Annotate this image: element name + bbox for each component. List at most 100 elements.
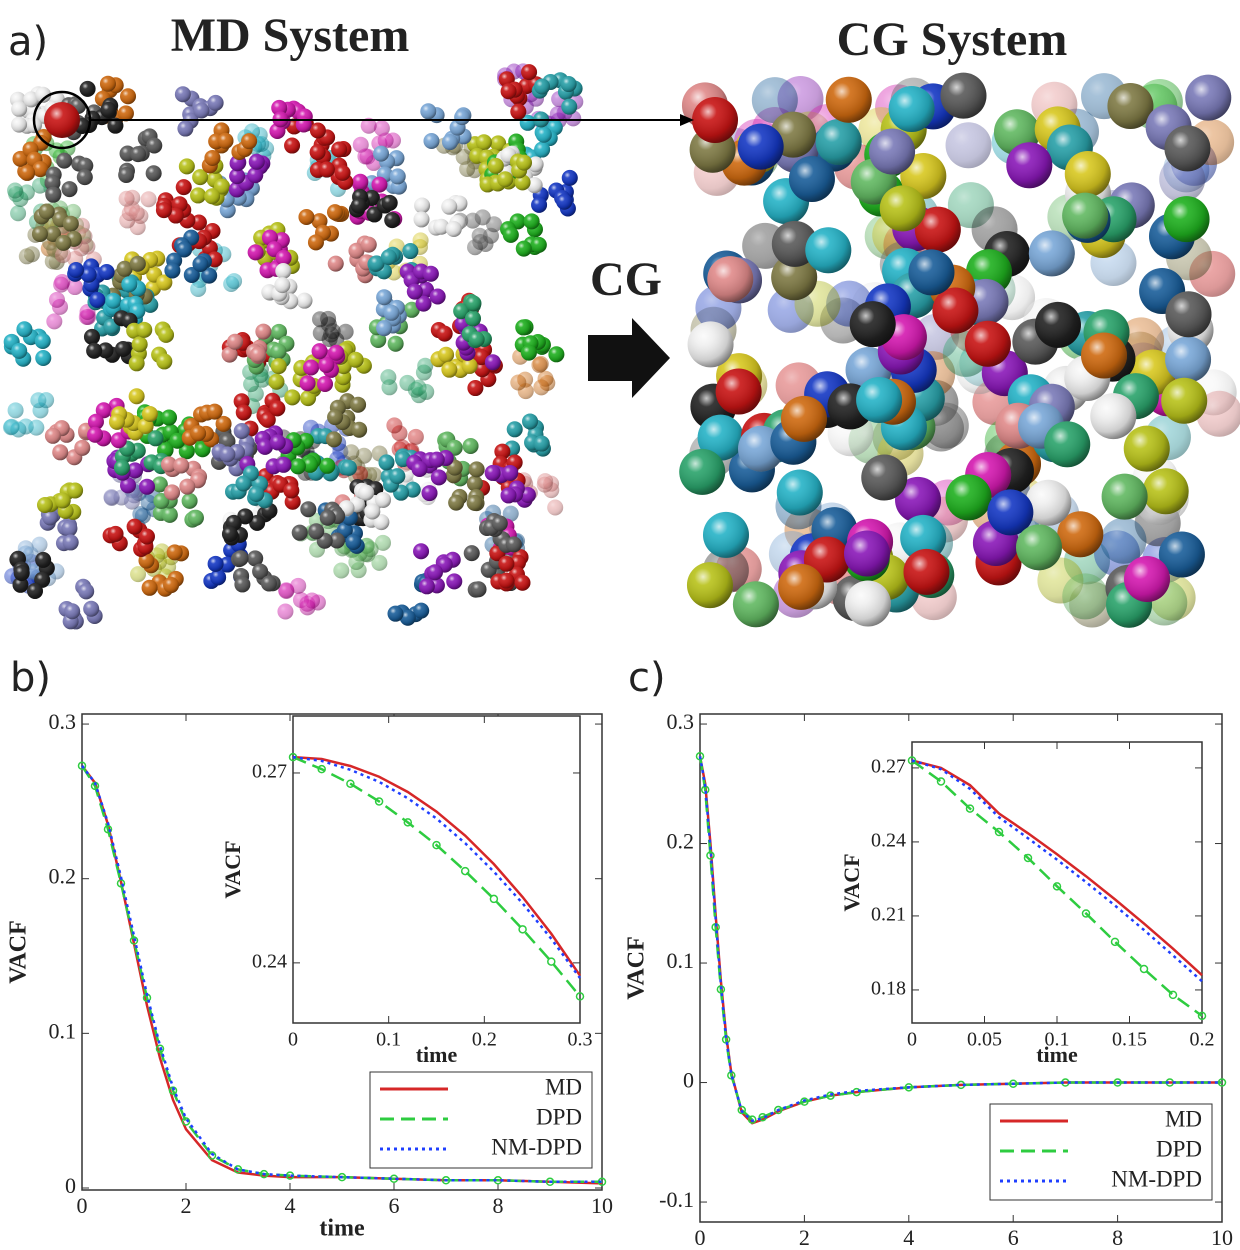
sphere-shade	[208, 95, 224, 111]
x-tick-label: 10	[591, 1193, 613, 1218]
sphere-shade	[328, 256, 344, 272]
sphere-shade	[276, 457, 292, 473]
sphere-shade	[121, 276, 137, 292]
sphere-shade	[510, 104, 526, 120]
sphere-shade	[442, 134, 458, 150]
sphere-shade	[422, 485, 438, 501]
x-tick-label: 0.2	[1190, 1029, 1215, 1051]
sphere-shade	[850, 301, 896, 347]
sphere-shade	[1124, 426, 1170, 472]
sphere-shade	[292, 525, 308, 541]
sphere-shade	[521, 64, 537, 80]
sphere-shade	[234, 576, 250, 592]
sphere-shade	[1185, 75, 1231, 121]
x-tick-label: 0	[695, 1225, 706, 1250]
sphere-shade	[158, 327, 174, 343]
sphere-shade	[506, 536, 522, 552]
sphere-shade	[234, 423, 250, 439]
y-tick-label: 0.18	[871, 978, 906, 1000]
sphere-shade	[227, 334, 243, 350]
sphere-shade	[222, 526, 238, 542]
sphere-shade	[300, 375, 316, 391]
sphere-shade	[341, 460, 357, 476]
y-tick-label: 0.1	[667, 948, 695, 973]
sphere-shade	[376, 320, 392, 336]
sphere-shade	[303, 360, 319, 376]
sphere-shade	[420, 103, 436, 119]
sphere-shade	[10, 205, 26, 221]
sphere-shade	[446, 573, 462, 589]
sphere-shade	[507, 421, 523, 437]
sphere-shade	[120, 88, 136, 104]
cg-title: CG System	[837, 13, 1068, 66]
sphere-shade	[534, 436, 550, 452]
y-tick-label: 0.27	[871, 755, 906, 777]
sphere-shade	[208, 556, 224, 572]
sphere-shade	[501, 487, 517, 503]
sphere-shade	[903, 549, 949, 595]
sphere-shade	[908, 249, 954, 295]
x-tick-label: 0.15	[1112, 1029, 1147, 1051]
legend-label: MD	[545, 1074, 582, 1099]
sphere-shade	[465, 311, 481, 327]
sphere-shade	[108, 526, 124, 542]
sphere-shade	[318, 357, 334, 373]
sphere-shade	[100, 76, 116, 92]
sphere-shade	[45, 187, 61, 203]
sphere-shade	[192, 256, 208, 272]
sphere-shade	[338, 324, 354, 340]
panel-label: a)	[8, 19, 48, 65]
sphere-shade	[413, 543, 429, 559]
sphere-shade	[343, 444, 359, 460]
sphere-shade	[486, 216, 502, 232]
sphere-shade	[146, 138, 162, 154]
sphere-shade	[37, 497, 53, 513]
sphere-shade	[162, 507, 178, 523]
sphere-shade	[132, 336, 148, 352]
sphere-shade	[118, 167, 134, 183]
sphere-shade	[129, 205, 145, 221]
sphere-shade	[146, 165, 162, 181]
x-tick-label: 6	[389, 1193, 400, 1218]
sphere-shade	[327, 204, 343, 220]
sphere-shade	[515, 319, 531, 335]
x-tick-label: 0.2	[472, 1029, 497, 1051]
sphere-shade	[503, 227, 519, 243]
y-axis-label: VACF	[6, 920, 32, 984]
x-tick-label: 6	[1008, 1225, 1019, 1250]
sphere-shade	[270, 434, 286, 450]
sphere-shade	[427, 564, 443, 580]
sphere-shade	[167, 544, 183, 560]
sphere-shade	[688, 321, 734, 367]
sphere-shade	[35, 350, 51, 366]
y-tick-label: 0.24	[871, 830, 906, 852]
x-tick-label: 8	[493, 1193, 504, 1218]
sphere-shade	[407, 284, 423, 300]
x-tick-label: 0.1	[376, 1029, 401, 1051]
sphere-shade	[236, 404, 252, 420]
sphere-shade	[277, 604, 293, 620]
sphere-shade	[1029, 230, 1075, 276]
figure: a) MD System CG System CG 024681000.10.2…	[0, 0, 1240, 1250]
sphere-shade	[235, 475, 251, 491]
sphere-shade	[371, 177, 387, 193]
y-tick-label: 0	[683, 1068, 694, 1093]
sphere-shade	[547, 500, 563, 516]
sphere-shade	[419, 578, 435, 594]
sphere-shade	[77, 169, 93, 185]
sphere-shade	[89, 292, 105, 308]
sphere-shade	[308, 523, 324, 539]
sphere-shade	[283, 482, 299, 498]
sphere-shade	[163, 577, 179, 593]
sphere-shade	[844, 531, 890, 577]
sphere-shade	[142, 406, 158, 422]
sphere-shade	[869, 129, 915, 175]
sphere-shade	[35, 552, 51, 568]
sphere-shade	[173, 457, 189, 473]
sphere-shade	[536, 127, 552, 143]
sphere-shade	[327, 409, 343, 425]
x-tick-label: 4	[903, 1225, 914, 1250]
sphere-shade	[1062, 573, 1108, 619]
sphere-shade	[441, 199, 457, 215]
sphere-shade	[940, 73, 986, 119]
